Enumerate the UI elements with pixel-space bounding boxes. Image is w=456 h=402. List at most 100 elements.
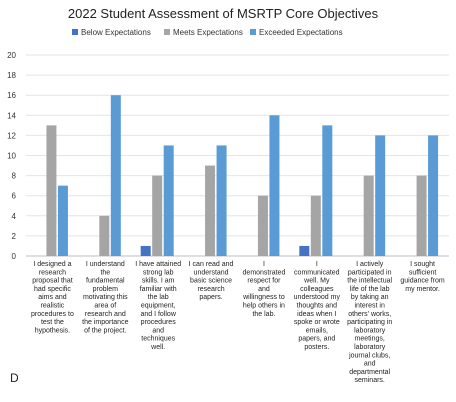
bar <box>46 125 57 256</box>
x-axis: I designed a research proposal that had spe… <box>31 261 445 384</box>
category-label-line: basic science <box>190 278 232 285</box>
bars <box>46 95 439 256</box>
bar <box>205 165 216 256</box>
category-label-line: demonstrated <box>243 269 286 276</box>
bar <box>163 145 174 256</box>
category-label-line: laboratory <box>354 344 386 351</box>
category-label-line: the intellectual <box>347 278 392 285</box>
category-label: I understand the fundamental problem motivat… <box>82 261 128 334</box>
category-label-line: thoughts and <box>297 303 338 310</box>
category-label-line: procedures <box>141 319 177 326</box>
chart-title: 2022 Student Assessment of MSRTP Core Ob… <box>68 6 379 21</box>
bar <box>140 245 151 256</box>
category-label-line: participated in <box>348 269 392 276</box>
legend-label: Meets Expectations <box>173 28 243 37</box>
category-label-line: papers. <box>199 294 222 301</box>
category-label-line: communicated <box>294 269 340 276</box>
category-label-line: seminars. <box>355 377 385 384</box>
y-tick-label: 2 <box>12 232 17 241</box>
category-label-line: journal clubs, <box>348 352 390 359</box>
y-tick-label: 20 <box>7 51 16 60</box>
category-label-line: guidance from <box>400 278 445 285</box>
category-label-line: emails, <box>306 327 328 334</box>
category-label-line: area of <box>94 303 116 310</box>
legend-swatch <box>72 29 78 35</box>
gridlines <box>26 54 449 257</box>
y-tick-label: 18 <box>7 71 16 80</box>
y-tick-label: 4 <box>12 212 17 221</box>
bar <box>310 195 321 256</box>
bar <box>269 115 280 256</box>
category-label-line: participating in <box>347 319 392 326</box>
category-label-line: by taking an <box>351 294 389 301</box>
panel-label: D <box>10 371 19 385</box>
category-label-line: I designed a <box>33 261 71 268</box>
category-label-line: willingness to <box>242 294 285 301</box>
category-label-line: respect for <box>247 278 281 285</box>
legend-swatch <box>250 29 256 35</box>
category-label-line: departmental <box>349 369 390 376</box>
category-label-line: equipment, <box>141 303 176 310</box>
category-label-line: interest in <box>355 303 385 310</box>
legend-label: Exceeded Expectations <box>259 28 343 37</box>
y-tick-label: 14 <box>7 111 16 120</box>
category-label-line: procedures to <box>31 311 74 318</box>
category-label-line: strong lab <box>143 269 174 276</box>
bar <box>363 175 374 256</box>
category-label-line: posters. <box>304 344 329 351</box>
category-label-line: understood my <box>294 294 341 301</box>
legend-label: Below Expectations <box>81 28 151 37</box>
category-label: I can read and understand basic science res… <box>189 261 234 301</box>
category-label-line: meetings, <box>355 336 385 343</box>
category-label: I designed a research proposal that had spe… <box>31 261 74 334</box>
category-label-line: the lab. <box>252 311 275 318</box>
y-tick-label: 10 <box>7 152 16 161</box>
category-label-line: I actively <box>356 261 384 268</box>
category-label-line: well. <box>150 344 165 351</box>
category-label-line: had specific <box>34 286 71 293</box>
bar <box>257 195 268 256</box>
category-label-line: I sought <box>410 261 435 268</box>
y-tick-label: 8 <box>12 172 17 181</box>
category-label-line: the <box>100 269 110 276</box>
category-label-line: and I follow <box>140 311 176 318</box>
bar <box>99 215 110 256</box>
y-tick-label: 16 <box>7 91 16 100</box>
category-label-line: hypothesis. <box>35 327 70 334</box>
bar <box>152 175 163 256</box>
category-label-line: laboratory <box>354 327 386 334</box>
bar <box>57 185 68 256</box>
category-label-line: of the project. <box>84 327 126 334</box>
bar <box>299 245 310 256</box>
bar <box>110 95 121 256</box>
category-label-line: ideas when I <box>297 311 336 318</box>
category-label-line: research <box>39 269 66 276</box>
category-label-line: I <box>263 261 265 268</box>
category-label-line: aims and <box>38 294 67 301</box>
y-tick-label: 0 <box>12 252 17 261</box>
category-label-line: I have attained <box>135 261 181 268</box>
category-label: I actively participated in the intellectua… <box>347 261 392 384</box>
category-label-line: and <box>364 361 376 368</box>
category-label: I have attained strong lab skills. I am fam… <box>135 261 181 351</box>
category-label-line: colleagues <box>300 286 334 293</box>
category-label-line: my mentor. <box>405 286 440 293</box>
category-label-line: proposal that <box>32 278 73 285</box>
category-label-line: and <box>258 286 270 293</box>
category-label-line: the importance <box>82 319 128 326</box>
bar <box>216 145 227 256</box>
y-tick-label: 6 <box>12 192 17 201</box>
category-label-line: the lab <box>148 294 169 301</box>
category-label-line: I understand <box>86 261 125 268</box>
category-label-line: research and <box>85 311 126 318</box>
category-label-line: well. My <box>303 278 330 285</box>
category-label-line: life of the lab <box>350 286 390 293</box>
category-label-line: skills. I am <box>142 278 175 285</box>
category-label-line: test the <box>41 319 64 326</box>
category-label-line: techniques <box>141 336 175 343</box>
category-label-line: familiar with <box>140 286 177 293</box>
category-label-line: others' works, <box>348 311 391 318</box>
